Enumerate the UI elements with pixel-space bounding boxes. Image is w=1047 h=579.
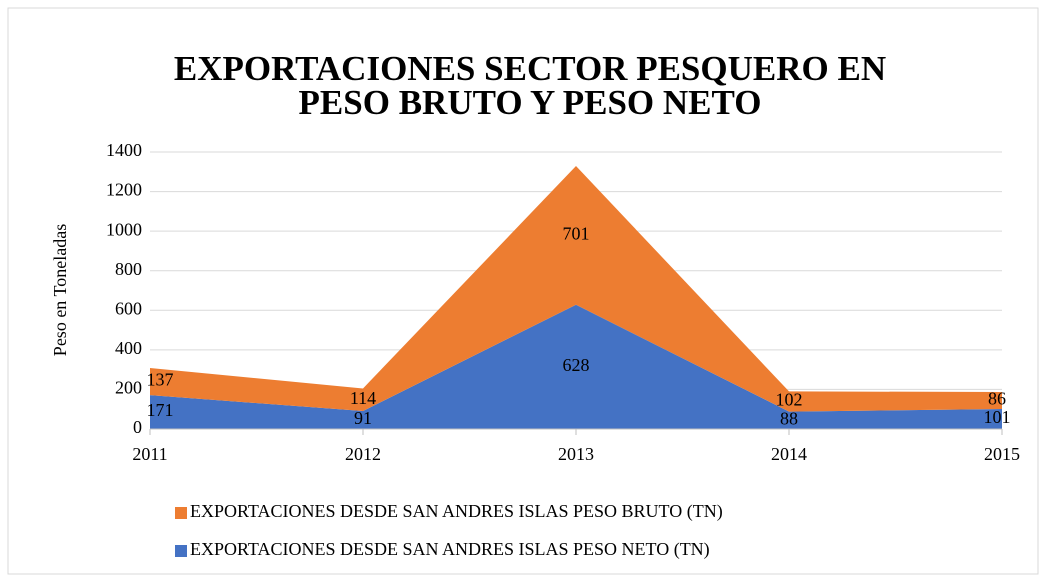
y-tick-label: 0 [133,417,142,437]
area [150,166,1002,412]
data-label: 114 [350,388,376,408]
y-axis-label: Peso en Toneladas [50,224,70,356]
chart-title: EXPORTACIONES SECTOR PESQUERO EN PESO BR… [173,49,887,122]
data-label: 86 [988,389,1006,409]
data-label: 171 [147,400,174,420]
area [150,304,1002,429]
y-tick-label: 1000 [106,219,142,239]
x-tick-label: 2013 [558,444,594,464]
x-tick-label: 2015 [984,444,1020,464]
y-tick-label: 1400 [106,140,142,160]
data-label: 628 [563,355,590,375]
legend-swatch [175,545,187,557]
x-tick-label: 2011 [132,444,167,464]
y-tick-label: 200 [115,378,142,398]
data-label: 101 [984,407,1011,427]
data-label: 91 [354,408,372,428]
data-label: 88 [780,408,798,428]
y-tick-label: 800 [115,259,142,279]
data-label: 701 [563,224,590,244]
y-tick-label: 600 [115,298,142,318]
data-label: 137 [147,370,174,390]
data-label: 102 [776,390,803,410]
legend-label: EXPORTACIONES DESDE SAN ANDRES ISLAS PES… [190,539,710,560]
chart-border [7,7,1039,575]
legend-label: EXPORTACIONES DESDE SAN ANDRES ISLAS PES… [190,501,723,522]
y-tick-label: 400 [115,338,142,358]
x-tick-label: 2014 [771,444,807,464]
legend-swatch [175,507,187,519]
y-tick-label: 1200 [106,180,142,200]
x-tick-label: 2012 [345,444,381,464]
